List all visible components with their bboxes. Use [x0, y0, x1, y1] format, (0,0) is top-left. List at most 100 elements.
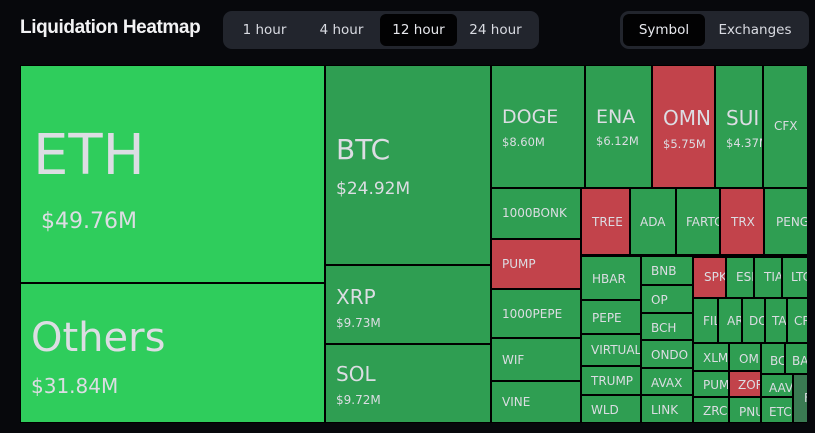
treemap-tile[interactable]: PENGU: [764, 188, 807, 255]
tile-symbol: ENA: [596, 106, 636, 128]
treemap-tile[interactable]: DOT: [742, 298, 765, 343]
tile-symbol: ESI: [736, 270, 754, 284]
tile-symbol: OP: [651, 293, 668, 307]
treemap-tile[interactable]: BTC $24.92M: [325, 65, 491, 265]
treemap-tile[interactable]: AR: [718, 298, 742, 343]
tile-value: $4.37M: [726, 136, 762, 150]
treemap-tile[interactable]: OP: [641, 285, 693, 313]
view-mode-selector: Symbol Exchanges: [620, 11, 809, 49]
tile-value: $24.92M: [336, 179, 411, 199]
tile-symbol: VINE: [502, 395, 531, 409]
treemap-tile[interactable]: SUI $4.37M: [715, 65, 763, 188]
treemap-tile[interactable]: ETH $49.76M: [20, 65, 325, 283]
tile-symbol: ETC: [769, 405, 792, 419]
liquidation-treemap: ETH $49.76M Others $31.84M BTC $24.92M XRP $9.7…: [20, 65, 807, 423]
treemap-tile[interactable]: SOL $9.72M: [325, 344, 491, 423]
tab-4-hour[interactable]: 4 hour: [319, 22, 364, 38]
treemap-tile[interactable]: ENA $6.12M: [585, 65, 652, 188]
header: Liquidation Heatmap 1 hour 4 hour 12 hou…: [0, 0, 815, 60]
treemap-tile[interactable]: PEPE: [581, 300, 641, 334]
tab-exchanges[interactable]: Exchanges: [718, 22, 792, 38]
treemap-tile[interactable]: AVAX: [641, 368, 693, 395]
tab-1-hour[interactable]: 1 hour: [242, 22, 287, 38]
tile-symbol: ADA: [640, 215, 666, 229]
treemap-tile[interactable]: ZRC: [693, 397, 729, 423]
treemap-tile[interactable]: VINE: [491, 381, 581, 423]
tile-symbol: TIA: [764, 270, 782, 284]
tile-symbol: PUMP: [502, 257, 536, 271]
treemap-tile[interactable]: BCH: [761, 343, 785, 374]
treemap-tile[interactable]: ONDO: [641, 340, 693, 368]
tile-symbol: AVAX: [651, 376, 683, 390]
tile-symbol: ETH: [33, 123, 145, 188]
treemap-tile[interactable]: VIRTUAL: [581, 334, 641, 366]
treemap-tile[interactable]: ESI: [726, 257, 754, 298]
treemap-tile[interactable]: OMN $5.75M: [652, 65, 715, 188]
treemap-tile[interactable]: SPK: [693, 257, 726, 298]
treemap-tile[interactable]: LTC: [782, 257, 807, 298]
treemap-tile[interactable]: HBAR: [581, 256, 641, 300]
tile-symbol: PUMP: [703, 378, 729, 392]
treemap-tile[interactable]: 1000BONK: [491, 188, 581, 239]
treemap-tile[interactable]: XRP $9.73M: [325, 265, 491, 344]
treemap-tile[interactable]: OM: [729, 343, 761, 371]
treemap-tile[interactable]: PUMP: [693, 371, 729, 397]
tile-value: $5.75M: [663, 137, 706, 151]
treemap-tile[interactable]: FIL: [693, 298, 718, 343]
tile-value: $31.84M: [31, 374, 119, 398]
treemap-tile[interactable]: Others $31.84M: [20, 283, 325, 423]
tile-symbol: BTC: [336, 133, 391, 166]
treemap-tile[interactable]: BCH: [641, 313, 693, 340]
tile-value: $9.72M: [336, 393, 381, 407]
tile-value: $49.76M: [41, 209, 137, 234]
tile-symbol: FARTC: [686, 215, 720, 229]
treemap-tile[interactable]: PUMP: [491, 239, 581, 289]
treemap-tile[interactable]: BNB: [641, 256, 693, 285]
tile-symbol: XRP: [336, 285, 376, 309]
treemap-tile[interactable]: TIA: [754, 257, 782, 298]
treemap-tile[interactable]: DOGE $8.60M: [491, 65, 585, 188]
tile-symbol: OM: [739, 352, 759, 366]
tile-symbol: 1000PEPE: [502, 307, 563, 321]
treemap-tile[interactable]: ETC: [761, 397, 793, 423]
treemap-tile[interactable]: CFX: [763, 65, 807, 188]
tile-symbol: Others: [31, 315, 166, 361]
tile-symbol: LTC: [791, 270, 807, 284]
tile-symbol: CRV: [794, 314, 807, 328]
tile-symbol: BNB: [651, 264, 677, 278]
treemap-tile[interactable]: XLM: [693, 343, 729, 371]
tile-symbol: BCH: [770, 354, 784, 368]
tab-symbol[interactable]: Symbol: [623, 14, 705, 46]
tile-symbol: 1000BONK: [502, 206, 567, 220]
treemap-tile[interactable]: TREE: [581, 188, 630, 255]
treemap-tile[interactable]: WLD: [581, 395, 641, 423]
tile-symbol: XLM: [703, 351, 729, 365]
treemap-tile[interactable]: AAVE: [761, 374, 793, 397]
treemap-tile[interactable]: TAO: [765, 298, 787, 343]
tile-symbol: AAVE: [769, 381, 793, 395]
tile-value: $8.60M: [502, 135, 545, 149]
treemap-tile[interactable]: ZORA: [729, 371, 761, 397]
treemap-tile[interactable]: F: [793, 374, 807, 423]
tile-symbol: SOL: [336, 362, 376, 386]
tab-24-hour[interactable]: 24 hour: [469, 22, 522, 38]
tab-12-hour[interactable]: 12 hour: [380, 14, 457, 46]
treemap-tile[interactable]: LINK: [641, 395, 693, 423]
tile-symbol: CFX: [774, 119, 798, 133]
treemap-tile[interactable]: TRX: [720, 188, 764, 255]
treemap-tile[interactable]: FARTC: [676, 188, 720, 255]
tile-symbol: F: [804, 392, 807, 404]
treemap-tile[interactable]: CRV: [787, 298, 807, 343]
tile-symbol: AR: [727, 314, 742, 328]
treemap-tile[interactable]: TRUMP: [581, 366, 641, 395]
tile-symbol: TRX: [731, 215, 755, 229]
tile-value: $6.12M: [596, 134, 639, 148]
treemap-tile[interactable]: BAN: [785, 343, 807, 374]
treemap-tile[interactable]: 1000PEPE: [491, 289, 581, 338]
tile-symbol: HBAR: [592, 272, 626, 286]
treemap-tile[interactable]: PNUT: [729, 397, 761, 423]
treemap-tile[interactable]: ADA: [630, 188, 676, 255]
tile-symbol: SPK: [704, 270, 726, 284]
treemap-tile[interactable]: WIF: [491, 338, 581, 381]
tile-symbol: PEPE: [592, 311, 622, 325]
